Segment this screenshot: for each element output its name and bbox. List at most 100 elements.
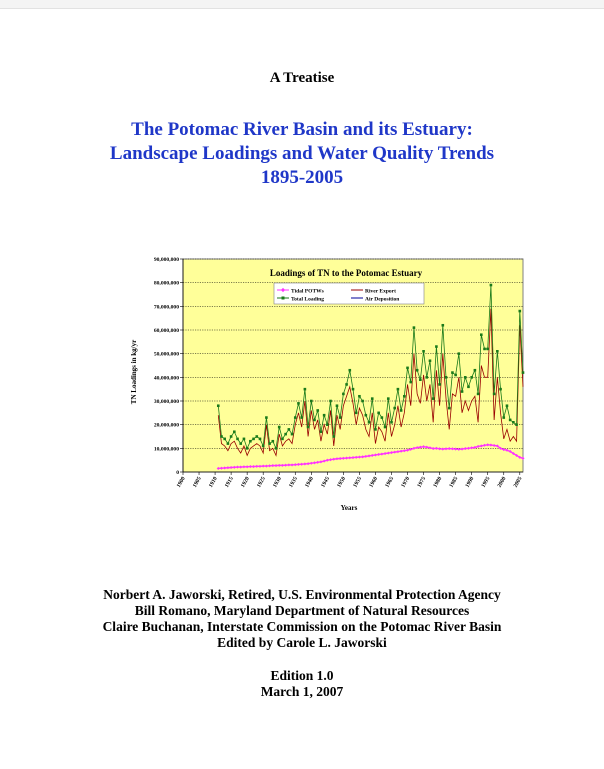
edition-block: Edition 1.0 March 1, 2007	[0, 668, 604, 700]
point-total-loading-1927	[268, 442, 271, 445]
point-tidal-potws-1972	[412, 446, 416, 450]
point-tidal-potws-1991	[473, 445, 477, 449]
point-total-loading-1935	[293, 416, 297, 419]
point-total-loading-1934	[290, 432, 294, 436]
author-line-1: Norbert A. Jaworski, Retired, U.S. Envir…	[103, 587, 501, 602]
point-total-loading-1952	[348, 368, 352, 372]
legend-item-air-deposition: Air Deposition	[351, 297, 399, 303]
point-total-loading-1957	[364, 413, 368, 417]
point-total-loading-1965	[390, 421, 393, 424]
point-total-loading-1949	[338, 416, 342, 419]
point-total-loading-1983	[447, 406, 451, 410]
title-line-3: 1895-2005	[260, 167, 344, 188]
x-tick-label-13: 1965	[384, 476, 395, 489]
legend-label-tidal-potws: Tidal POTWs	[291, 289, 324, 295]
point-total-loading-1970	[406, 366, 409, 370]
point-total-loading-1954	[354, 411, 358, 415]
x-tick-label-20: 2000	[497, 476, 508, 489]
point-total-loading-1933	[287, 428, 291, 431]
point-total-loading-1964	[386, 397, 390, 400]
point-tidal-potws-1979	[434, 446, 438, 450]
point-total-loading-1945	[326, 423, 329, 426]
point-tidal-potws-1999	[498, 446, 503, 450]
point-total-loading-1922	[252, 437, 255, 441]
x-tick-label-0: 1900	[176, 476, 187, 489]
legend: Tidal POTWs Total Loading River Export A…	[273, 282, 425, 305]
point-tidal-potws-1938	[303, 462, 307, 466]
point-total-loading-1956	[361, 399, 364, 403]
author-line-2: Bill Romano, Maryland Department of Natu…	[134, 603, 470, 618]
x-tick-label-19: 1995	[481, 476, 492, 489]
point-total-loading-1928	[271, 439, 275, 443]
point-total-loading-1955	[358, 394, 361, 398]
point-total-loading-1920	[245, 447, 249, 450]
document-title: The Potomac River Basin and its Estuary:…	[0, 118, 604, 190]
point-total-loading-1941	[313, 418, 316, 422]
x-tick-label-11: 1955	[352, 476, 363, 489]
x-tick-label-2: 1910	[208, 476, 219, 489]
point-total-loading-1966	[393, 406, 396, 410]
point-tidal-potws-1989	[466, 446, 471, 450]
point-total-loading-2000	[502, 416, 506, 419]
legend-box	[273, 282, 425, 305]
point-total-loading-1936	[297, 402, 300, 405]
point-total-loading-1911	[216, 404, 220, 408]
point-tidal-potws-1946	[328, 458, 333, 462]
point-total-loading-1943	[319, 430, 323, 434]
y-tick-label-5: 50,000,000	[154, 352, 179, 358]
point-tidal-potws-1998	[495, 444, 499, 448]
point-total-loading-1971	[409, 380, 413, 384]
point-tidal-potws-1922	[252, 465, 256, 469]
point-total-loading-1988	[463, 376, 467, 379]
point-total-loading-1997	[492, 392, 496, 396]
title-line-1: The Potomac River Basin and its Estuary:	[131, 119, 473, 140]
point-total-loading-2005	[518, 309, 522, 313]
x-tick-label-15: 1975	[417, 476, 428, 489]
point-total-loading-1918	[239, 442, 243, 445]
point-total-loading-1990	[470, 376, 473, 379]
x-axis-ticks: 1900 1905 1910 1915 1920 1925 1930 1935 1940 1945…	[176, 471, 524, 489]
point-total-loading-1984	[451, 371, 454, 374]
author-block: Norbert A. Jaworski, Retired, U.S. Envir…	[0, 587, 604, 651]
point-total-loading-1929	[274, 447, 278, 450]
point-total-loading-1940	[310, 399, 313, 403]
point-total-loading-1986	[457, 352, 461, 355]
point-total-loading-1947	[332, 435, 336, 438]
x-tick-label-12: 1960	[368, 476, 379, 489]
point-total-loading-1930	[277, 425, 281, 429]
point-total-loading-1980	[438, 383, 441, 386]
point-total-loading-1977	[428, 359, 432, 363]
edition-number: Edition 1.0	[270, 668, 334, 683]
y-tick-label-6: 60,000,000	[154, 328, 179, 334]
point-total-loading-1995	[486, 347, 490, 351]
point-total-loading-2006	[521, 371, 525, 374]
point-tidal-potws-1970	[405, 448, 410, 452]
point-total-loading-1919	[242, 437, 246, 441]
point-total-loading-1946	[329, 399, 332, 403]
point-total-loading-1994	[483, 347, 486, 351]
x-tick-label-4: 1920	[240, 476, 251, 489]
point-total-loading-1975	[422, 350, 425, 353]
point-total-loading-1982	[444, 376, 448, 379]
point-tidal-potws-2005	[518, 455, 522, 459]
point-tidal-potws-1952	[348, 456, 352, 460]
point-total-loading-1916	[233, 430, 236, 434]
point-tidal-potws-1951	[345, 456, 349, 460]
point-total-loading-1998	[496, 350, 499, 353]
point-total-loading-1913	[223, 437, 226, 441]
series-group	[216, 283, 525, 471]
legend-label-river-export: River Export	[365, 289, 396, 295]
point-total-loading-1963	[383, 425, 387, 429]
point-total-loading-1958	[367, 421, 371, 424]
x-tick-label-5: 1925	[256, 476, 267, 489]
point-total-loading-1953	[351, 387, 355, 391]
point-total-loading-1985	[454, 373, 457, 377]
point-total-loading-1969	[403, 394, 406, 398]
x-tick-label-17: 1985	[449, 476, 460, 489]
point-tidal-potws-1931	[280, 463, 284, 467]
point-total-loading-1959	[370, 397, 374, 400]
document-kicker: A Treatise	[269, 70, 335, 86]
point-tidal-potws-1948	[335, 457, 339, 461]
x-tick-label-9: 1945	[320, 476, 331, 489]
point-total-loading-1944	[322, 413, 326, 417]
